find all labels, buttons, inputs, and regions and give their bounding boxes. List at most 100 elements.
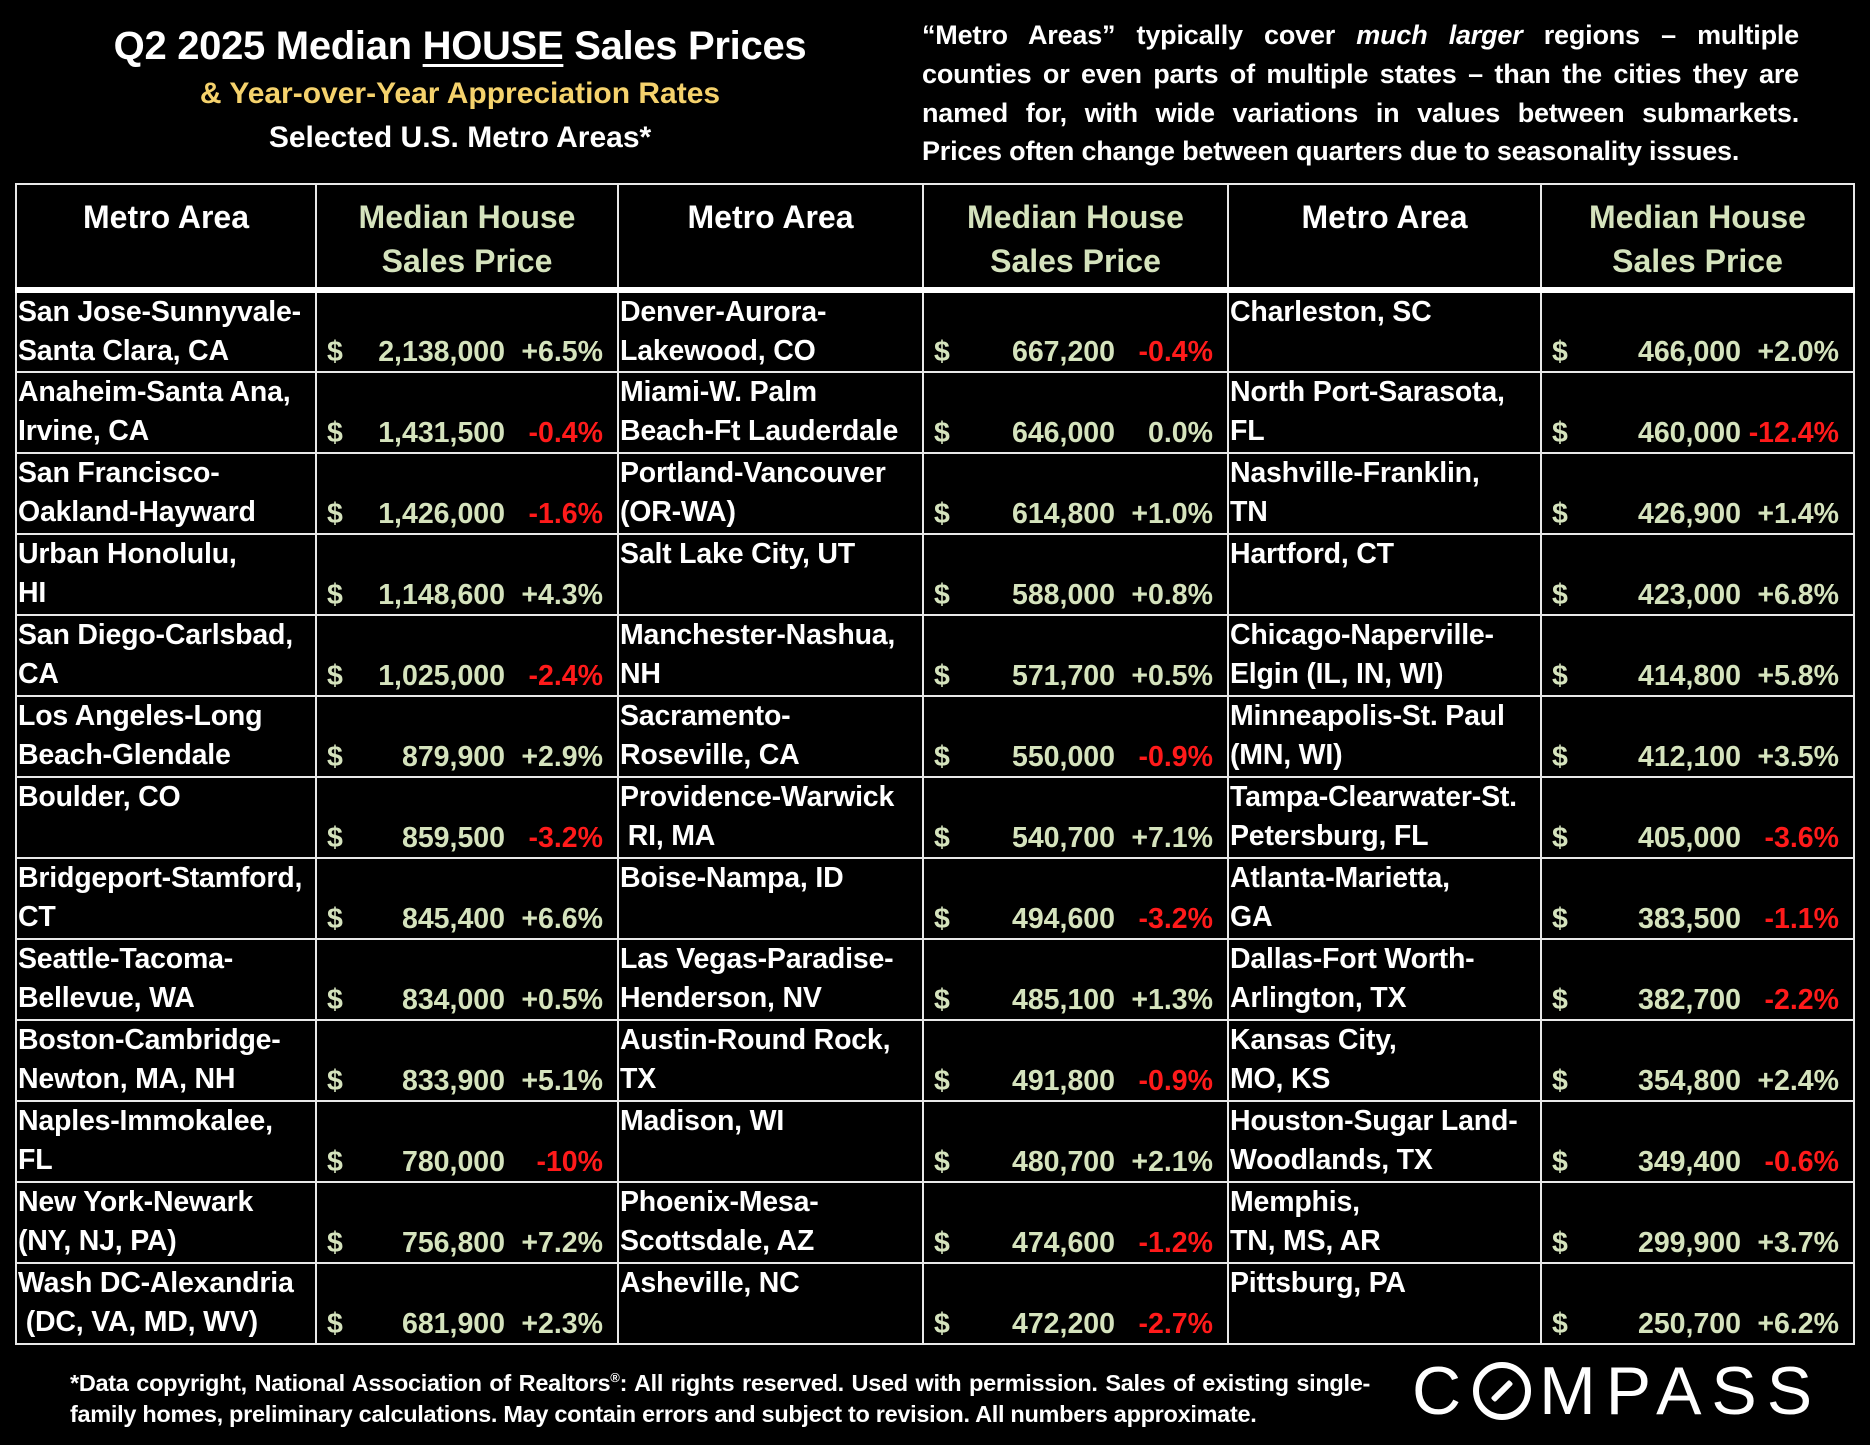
currency-symbol: $ bbox=[327, 1227, 343, 1259]
metro-area-line: Nashville-Franklin, bbox=[1230, 457, 1480, 489]
currency-symbol: $ bbox=[1552, 741, 1568, 773]
currency-symbol: $ bbox=[1552, 579, 1568, 611]
median-price-cell: $250,700 +6.2% bbox=[1540, 1262, 1855, 1345]
metro-area-line bbox=[1230, 332, 1539, 370]
column-header-median-price: Median House Sales Price bbox=[315, 183, 619, 293]
metro-area-cell: San Diego-Carlsbad, CA bbox=[15, 614, 317, 697]
header-line: Median House bbox=[967, 199, 1184, 235]
price-value: 1,431,500 bbox=[378, 417, 505, 449]
metro-area-line: CT bbox=[18, 901, 56, 933]
table-row: Urban Honolulu, HI $1,148,600 +4.3% Salt Lak… bbox=[15, 533, 1855, 616]
title-block: Q2 2025 Median HOUSE Sales Prices & Year… bbox=[30, 22, 890, 160]
table-row: Boulder, CO $859,500 -3.2% Providence-Warwi… bbox=[15, 776, 1855, 859]
currency-symbol: $ bbox=[1552, 660, 1568, 692]
yoy-change: -12.4% bbox=[1748, 417, 1839, 449]
metro-area-line bbox=[620, 574, 921, 613]
metro-areas-note: “Metro Areas” typically cover much large… bbox=[922, 16, 1799, 171]
currency-symbol: $ bbox=[1552, 1065, 1568, 1097]
metro-area-line: Beach-Glendale bbox=[18, 739, 231, 771]
median-price-cell: $681,900 +2.3% bbox=[315, 1262, 619, 1345]
metro-area-line: Roseville, CA bbox=[620, 739, 800, 771]
metro-area-line: Newton, MA, NH bbox=[18, 1063, 236, 1095]
metro-area-line: Portland-Vancouver bbox=[620, 457, 886, 489]
metro-area-line: Anaheim-Santa Ana, bbox=[18, 376, 291, 408]
currency-symbol: $ bbox=[327, 660, 343, 692]
metro-area-line: Hartford, CT bbox=[1230, 538, 1394, 570]
median-price-cell: $299,900 +3.7% bbox=[1540, 1181, 1855, 1264]
metro-area-cell: Salt Lake City, UT bbox=[617, 533, 924, 616]
currency-symbol: $ bbox=[934, 1065, 950, 1097]
table-row: Los Angeles-Long Beach-Glendale $879,900 +2… bbox=[15, 695, 1855, 778]
yoy-change: +3.7% bbox=[1757, 1227, 1839, 1259]
metro-area-line: San Diego-Carlsbad, bbox=[18, 619, 293, 651]
logo-letters-mpass: MPASS bbox=[1539, 1353, 1823, 1429]
currency-symbol: $ bbox=[327, 579, 343, 611]
yoy-change: -1.2% bbox=[1138, 1227, 1213, 1259]
currency-symbol: $ bbox=[327, 903, 343, 935]
yoy-change: +2.3% bbox=[521, 1308, 603, 1340]
page-title: Q2 2025 Median HOUSE Sales Prices bbox=[30, 22, 890, 70]
median-price-cell: $405,000 -3.6% bbox=[1540, 776, 1855, 859]
currency-symbol: $ bbox=[934, 741, 950, 773]
metro-area-cell: San Jose-Sunnyvale- Santa Clara, CA bbox=[15, 289, 317, 373]
metro-area-cell: Phoenix-Mesa- Scottsdale, AZ bbox=[617, 1181, 924, 1264]
yoy-change: +6.8% bbox=[1757, 579, 1839, 611]
median-price-cell: $1,148,600 +4.3% bbox=[315, 533, 619, 616]
metro-area-line: FL bbox=[1230, 415, 1265, 447]
table-row: Naples-Immokalee, FL $780,000 -10% Madison, … bbox=[15, 1100, 1855, 1183]
currency-symbol: $ bbox=[1552, 903, 1568, 935]
yoy-change: +1.3% bbox=[1131, 984, 1213, 1016]
registered-mark: ® bbox=[610, 1370, 620, 1385]
metro-area-cell: Las Vegas-Paradise- Henderson, NV bbox=[617, 938, 924, 1021]
header-line: Median House bbox=[1589, 199, 1806, 235]
currency-symbol: $ bbox=[1552, 984, 1568, 1016]
price-value: 571,700 bbox=[1011, 660, 1115, 692]
currency-symbol: $ bbox=[327, 498, 343, 530]
median-price-cell: $1,025,000 -2.4% bbox=[315, 614, 619, 697]
yoy-change: -3.2% bbox=[1138, 903, 1213, 935]
yoy-change: +0.5% bbox=[1131, 660, 1213, 692]
metro-area-cell: Wash DC-Alexandria (DC, VA, MD, WV) bbox=[15, 1262, 317, 1345]
metro-area-line bbox=[620, 1303, 921, 1342]
price-value: 494,600 bbox=[1011, 903, 1115, 935]
metro-area-line: Arlington, TX bbox=[1230, 982, 1407, 1014]
yoy-change: -2.4% bbox=[528, 660, 603, 692]
metro-area-line: Dallas-Fort Worth- bbox=[1230, 943, 1475, 975]
metro-area-cell: Madison, WI bbox=[617, 1100, 924, 1183]
currency-symbol: $ bbox=[1552, 1227, 1568, 1259]
median-price-cell: $474,600 -1.2% bbox=[922, 1181, 1229, 1264]
metro-area-line: MO, KS bbox=[1230, 1063, 1331, 1095]
currency-symbol: $ bbox=[934, 417, 950, 449]
metro-area-line: FL bbox=[18, 1144, 53, 1176]
metro-area-line: San Francisco- bbox=[18, 457, 220, 489]
yoy-change: -2.7% bbox=[1138, 1308, 1213, 1340]
median-price-cell: $349,400 -0.6% bbox=[1540, 1100, 1855, 1183]
metro-area-line: Sacramento- bbox=[620, 700, 791, 732]
metro-area-line: Boise-Nampa, ID bbox=[620, 862, 844, 894]
metro-area-cell: Bridgeport-Stamford, CT bbox=[15, 857, 317, 940]
metro-area-line: Santa Clara, CA bbox=[18, 335, 229, 367]
metro-area-cell: Asheville, NC bbox=[617, 1262, 924, 1345]
metro-area-line: Chicago-Naperville- bbox=[1230, 619, 1494, 651]
table-row: Seattle-Tacoma- Bellevue, WA $834,000 +0.5%… bbox=[15, 938, 1855, 1021]
price-value: 1,025,000 bbox=[378, 660, 505, 692]
price-value: 460,000 bbox=[1637, 417, 1741, 449]
note-text-1: “Metro Areas” typically cover bbox=[922, 20, 1357, 50]
median-price-cell: $834,000 +0.5% bbox=[315, 938, 619, 1021]
metro-area-line: Denver-Aurora- bbox=[620, 296, 827, 328]
price-value: 349,400 bbox=[1637, 1146, 1741, 1178]
metro-area-line: TN bbox=[1230, 496, 1268, 528]
yoy-change: -0.6% bbox=[1764, 1146, 1839, 1178]
median-price-cell: $540,700 +7.1% bbox=[922, 776, 1229, 859]
column-header-median-price: Median House Sales Price bbox=[922, 183, 1229, 293]
price-value: 1,426,000 bbox=[378, 498, 505, 530]
header-line: Sales Price bbox=[1612, 243, 1783, 279]
median-price-cell: $780,000 -10% bbox=[315, 1100, 619, 1183]
currency-symbol: $ bbox=[1552, 1146, 1568, 1178]
metro-area-line bbox=[620, 1141, 921, 1180]
currency-symbol: $ bbox=[934, 822, 950, 854]
price-value: 480,700 bbox=[1011, 1146, 1115, 1178]
metro-area-line: Pittsburg, PA bbox=[1230, 1267, 1406, 1299]
metro-area-cell: North Port-Sarasota, FL bbox=[1227, 371, 1542, 454]
median-price-cell: $833,900 +5.1% bbox=[315, 1019, 619, 1102]
